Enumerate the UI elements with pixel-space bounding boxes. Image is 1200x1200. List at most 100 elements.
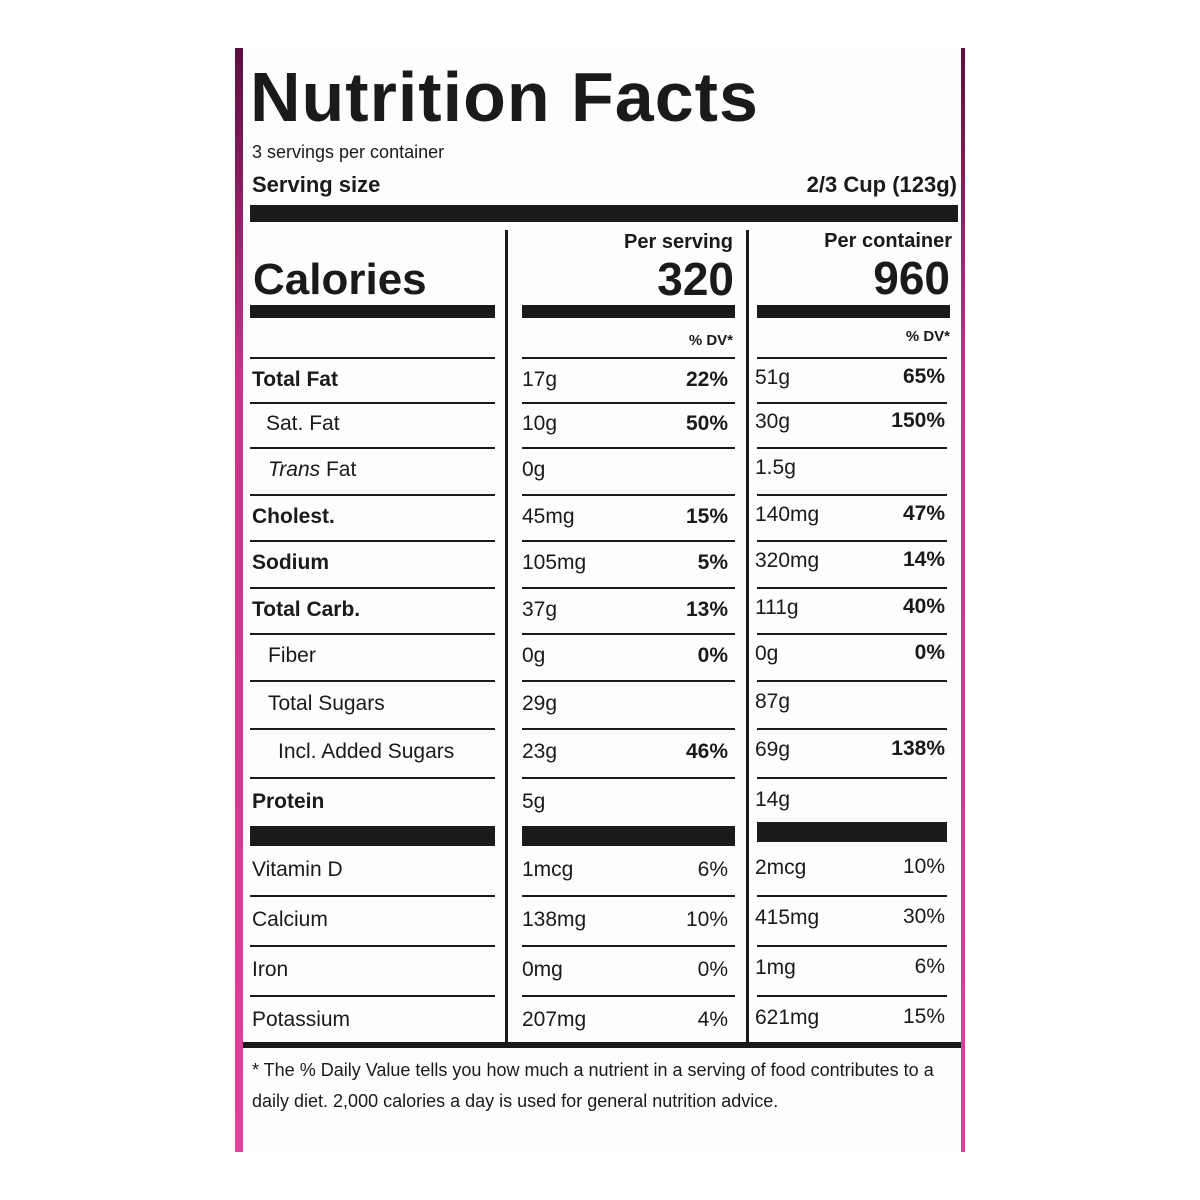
thick-rule xyxy=(757,305,950,318)
label-text: Potassium xyxy=(252,1008,351,1031)
amount: 5g xyxy=(522,790,546,813)
calories-per-serving: 320 xyxy=(657,253,734,305)
row-label: Incl. Added Sugars xyxy=(278,741,454,762)
thick-rule xyxy=(250,205,958,222)
rule xyxy=(250,895,495,897)
thick-rule xyxy=(250,305,495,318)
rule xyxy=(757,540,947,542)
per-container-header: Per container xyxy=(824,230,952,252)
rule xyxy=(522,493,735,496)
rule xyxy=(522,777,735,779)
thick-rule xyxy=(757,822,947,842)
amount: 10g xyxy=(522,412,558,435)
label-text: Total Sugars xyxy=(268,692,385,715)
thick-rule xyxy=(243,1042,961,1048)
daily-value: 46% xyxy=(685,740,728,763)
amount: 51g xyxy=(755,366,791,389)
rule xyxy=(757,777,947,779)
amount: 0mg xyxy=(522,958,563,981)
daily-value: 14% xyxy=(902,548,945,571)
serving-size-label: Serving size xyxy=(252,172,381,197)
rule xyxy=(757,728,947,730)
title: Nutrition Facts xyxy=(250,58,759,136)
amount: 105mg xyxy=(522,551,587,574)
servings: 3 servings per container xyxy=(252,142,445,162)
rule xyxy=(522,728,735,730)
rule xyxy=(250,357,495,359)
dv-header: % DV* xyxy=(688,332,733,349)
rule xyxy=(250,777,495,779)
row-label: Trans Fat xyxy=(268,459,356,480)
daily-value: 5% xyxy=(697,551,728,574)
rule xyxy=(250,728,495,730)
row-label: Fiber xyxy=(268,645,316,666)
rule xyxy=(250,680,495,682)
label-text: Protein xyxy=(252,790,325,813)
thick-rule xyxy=(522,305,735,318)
label-text: Total Carb. xyxy=(252,598,361,621)
daily-value: 40% xyxy=(902,595,945,618)
rule xyxy=(250,945,495,947)
label-text: Sat. Fat xyxy=(266,412,340,435)
row-label: Iron xyxy=(252,959,288,980)
daily-value: 0% xyxy=(697,958,728,981)
label-italic: Trans xyxy=(268,458,321,481)
daily-value: 10% xyxy=(685,908,728,931)
amount: 1mg xyxy=(755,956,796,979)
row-label: Total Carb. xyxy=(252,599,360,620)
rule xyxy=(250,995,495,997)
rule xyxy=(250,402,495,404)
row-label: Vitamin D xyxy=(252,859,343,880)
rule xyxy=(522,586,735,589)
amount: 30g xyxy=(755,410,791,433)
amount: 111g xyxy=(755,596,799,619)
rule xyxy=(522,633,735,635)
label-text: Cholest. xyxy=(252,505,335,528)
daily-value: 13% xyxy=(685,598,728,621)
label-text: Incl. Added Sugars xyxy=(278,740,455,763)
amount: 621mg xyxy=(755,1006,820,1029)
rule xyxy=(757,945,947,947)
dv-header: % DV* xyxy=(905,328,950,345)
label-text: Sodium xyxy=(252,551,329,574)
rule xyxy=(757,402,947,404)
amount: 0g xyxy=(522,458,546,481)
row-label: Potassium xyxy=(252,1009,350,1030)
rule xyxy=(250,586,495,589)
row-label: Sat. Fat xyxy=(266,413,340,434)
rule xyxy=(757,493,947,496)
rule xyxy=(757,447,947,449)
amount: 37g xyxy=(522,598,558,621)
daily-value: 65% xyxy=(902,365,945,388)
daily-value: 6% xyxy=(697,858,728,881)
rule xyxy=(522,895,735,897)
column-divider xyxy=(746,230,749,1044)
row-label: Total Sugars xyxy=(268,693,385,714)
amount: 320mg xyxy=(755,549,820,572)
label-text: Iron xyxy=(252,958,289,981)
daily-value: 47% xyxy=(902,502,945,525)
amount: 2mcg xyxy=(755,856,807,879)
amount: 0g xyxy=(522,644,546,667)
daily-value: 138% xyxy=(891,737,945,760)
amount: 138mg xyxy=(522,908,587,931)
column-divider xyxy=(505,230,508,1044)
rule xyxy=(522,540,735,542)
daily-value: 150% xyxy=(891,409,945,432)
thick-rule xyxy=(250,826,495,846)
rule xyxy=(250,540,495,542)
amount: 1.5g xyxy=(755,456,796,479)
amount: 17g xyxy=(522,368,558,391)
rule xyxy=(250,633,495,635)
rule xyxy=(522,357,735,359)
amount: 45mg xyxy=(522,505,575,528)
amount: 0g xyxy=(755,642,779,665)
rule xyxy=(757,680,947,682)
daily-value: 4% xyxy=(697,1008,728,1031)
rule xyxy=(522,945,735,947)
row-label: Total Fat xyxy=(252,369,338,390)
daily-value: 15% xyxy=(685,505,728,528)
daily-value: 10% xyxy=(902,855,945,878)
label-panel xyxy=(243,48,961,1152)
